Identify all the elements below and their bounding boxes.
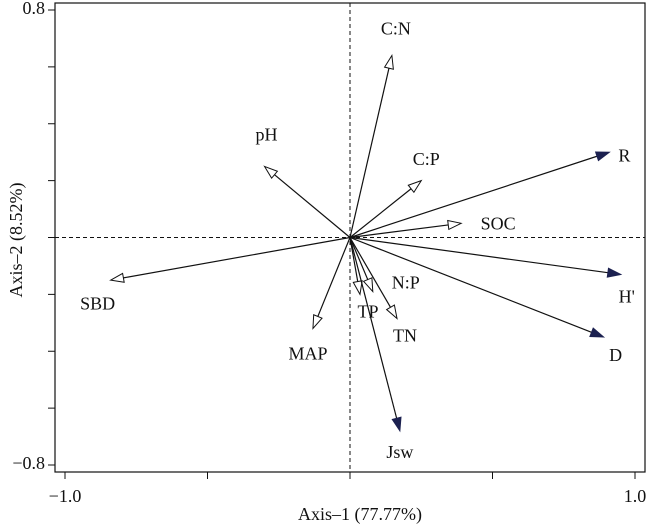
x-tick-label: −1.0 bbox=[49, 486, 82, 506]
arrow-head bbox=[383, 54, 394, 70]
vector-label: C:N bbox=[381, 19, 411, 39]
vector bbox=[349, 236, 608, 274]
arrow-head bbox=[589, 327, 606, 338]
vector-label: pH bbox=[256, 125, 278, 145]
vector bbox=[349, 68, 390, 238]
y-tick-label: −0.8 bbox=[12, 453, 45, 473]
arrow-head bbox=[352, 280, 363, 296]
vector-label: C:P bbox=[413, 149, 440, 169]
arrow-head bbox=[606, 267, 623, 278]
vector-label: D bbox=[609, 345, 622, 365]
arrow-head bbox=[407, 179, 423, 194]
vector bbox=[349, 155, 598, 239]
y-axis-label: Axis–2 (8.52%) bbox=[6, 183, 27, 298]
vector-label: SBD bbox=[80, 293, 115, 313]
vector bbox=[349, 236, 592, 333]
vector-label: H' bbox=[619, 287, 635, 307]
vector bbox=[349, 224, 449, 239]
vector bbox=[349, 188, 412, 238]
vector bbox=[274, 174, 351, 238]
arrow-head bbox=[594, 151, 611, 162]
vector-label: SOC bbox=[481, 213, 516, 233]
arrow-head bbox=[362, 277, 374, 293]
vector bbox=[317, 237, 351, 317]
vector-label: MAP bbox=[288, 344, 327, 364]
x-axis-label: Axis–1 (77.77%) bbox=[298, 504, 422, 525]
vector-label: TP bbox=[357, 302, 378, 322]
vector bbox=[349, 237, 392, 308]
vector-label: Jsw bbox=[386, 442, 413, 462]
vector-label: TN bbox=[393, 326, 417, 346]
arrow-head bbox=[391, 416, 402, 433]
vector bbox=[349, 237, 398, 419]
arrow-head bbox=[447, 219, 463, 231]
vector-label: R bbox=[618, 145, 630, 165]
arrow-head bbox=[385, 304, 398, 320]
y-tick-label: 0.8 bbox=[23, 0, 46, 18]
arrow-head bbox=[263, 165, 279, 180]
vector bbox=[349, 237, 369, 280]
x-tick-label: 1.0 bbox=[624, 486, 647, 506]
vector-label: N:P bbox=[392, 273, 420, 293]
arrow-head bbox=[109, 272, 125, 283]
arrow-head bbox=[312, 314, 323, 330]
vector bbox=[123, 236, 351, 279]
